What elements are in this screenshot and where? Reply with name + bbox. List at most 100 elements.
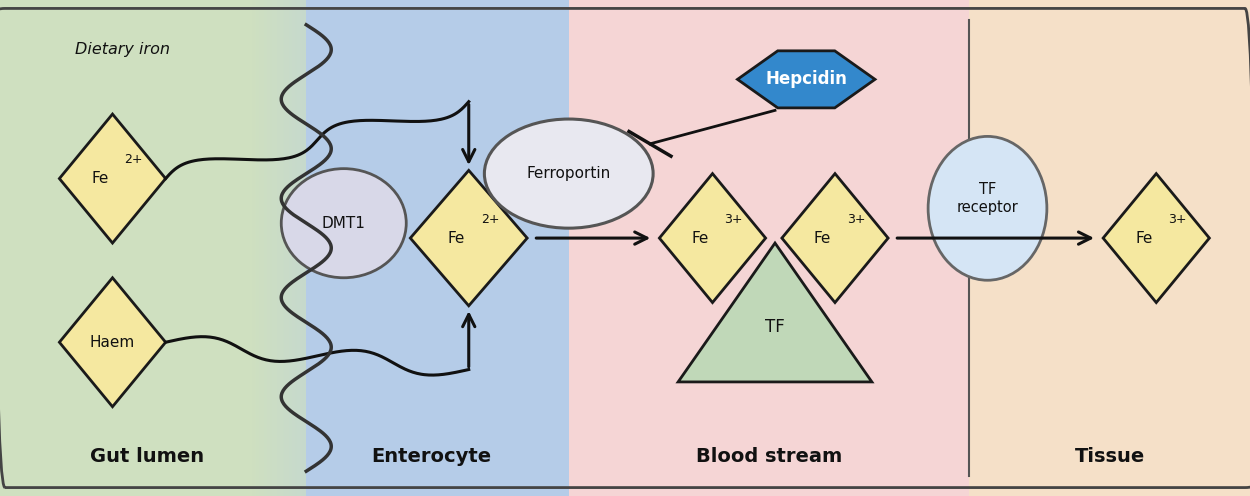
Bar	[364, 0, 365, 496]
Bar	[264, 0, 266, 496]
Bar	[289, 0, 290, 496]
Bar	[325, 0, 326, 496]
Bar	[360, 0, 361, 496]
Bar	[336, 0, 338, 496]
Bar	[300, 0, 301, 496]
Bar	[260, 0, 261, 496]
Text: Enterocyte: Enterocyte	[371, 447, 491, 466]
Text: Haem: Haem	[90, 335, 135, 350]
Bar	[361, 0, 362, 496]
Bar	[319, 0, 320, 496]
Text: Hepcidin: Hepcidin	[765, 70, 848, 88]
Polygon shape	[678, 243, 872, 382]
Bar	[332, 0, 334, 496]
Text: Fe: Fe	[1135, 231, 1152, 246]
Bar	[261, 0, 262, 496]
Bar	[326, 0, 328, 496]
Bar	[306, 0, 308, 496]
Text: 3+: 3+	[1169, 213, 1186, 226]
Bar	[298, 0, 299, 496]
Bar	[269, 0, 270, 496]
Text: 2+: 2+	[481, 213, 499, 226]
Bar	[301, 0, 304, 496]
Text: TF: TF	[765, 318, 785, 336]
Bar	[272, 0, 274, 496]
Bar	[274, 0, 275, 496]
Bar	[286, 0, 288, 496]
Bar	[318, 0, 319, 496]
Bar	[351, 0, 352, 496]
Bar	[340, 0, 342, 496]
Bar	[969, 0, 1250, 496]
Bar	[569, 0, 969, 496]
Bar	[256, 0, 258, 496]
Text: Fe: Fe	[91, 171, 109, 186]
Bar	[310, 0, 311, 496]
Bar	[299, 0, 300, 496]
Bar	[315, 0, 318, 496]
Bar	[328, 0, 330, 496]
Bar	[339, 0, 340, 496]
Bar	[280, 0, 281, 496]
Ellipse shape	[281, 169, 406, 278]
Bar	[320, 0, 321, 496]
Polygon shape	[782, 174, 888, 303]
Bar	[268, 0, 269, 496]
Text: Ferroportin: Ferroportin	[526, 166, 611, 181]
Bar	[258, 0, 260, 496]
Bar	[368, 0, 369, 496]
Text: Tissue: Tissue	[1075, 447, 1145, 466]
Bar	[251, 0, 254, 496]
Bar	[305, 0, 306, 496]
Bar	[344, 0, 345, 496]
Text: Blood stream: Blood stream	[695, 447, 843, 466]
Bar	[372, 0, 374, 496]
Bar	[254, 0, 255, 496]
Bar	[266, 0, 268, 496]
Bar	[331, 0, 332, 496]
Bar	[0, 0, 306, 496]
Bar	[295, 0, 298, 496]
Polygon shape	[1104, 174, 1210, 303]
Text: Fe: Fe	[448, 231, 465, 246]
Ellipse shape	[928, 136, 1048, 280]
Text: DMT1: DMT1	[321, 216, 366, 231]
Bar	[374, 0, 375, 496]
Bar	[356, 0, 357, 496]
Polygon shape	[59, 278, 165, 407]
Polygon shape	[660, 174, 765, 303]
Bar	[270, 0, 272, 496]
Bar	[311, 0, 312, 496]
Bar	[350, 0, 351, 496]
Bar	[281, 0, 282, 496]
Bar	[294, 0, 295, 496]
Polygon shape	[738, 51, 875, 108]
Text: 3+: 3+	[725, 213, 742, 226]
Bar	[306, 0, 569, 496]
Bar	[288, 0, 289, 496]
Text: 2+: 2+	[125, 153, 142, 166]
Bar	[275, 0, 276, 496]
Bar	[255, 0, 256, 496]
Bar	[324, 0, 325, 496]
Text: TF
receptor: TF receptor	[956, 182, 1019, 215]
Bar	[338, 0, 339, 496]
Polygon shape	[410, 170, 528, 306]
Text: Dietary iron: Dietary iron	[75, 42, 170, 57]
Bar	[276, 0, 278, 496]
Bar	[345, 0, 346, 496]
Bar	[285, 0, 286, 496]
Bar	[282, 0, 285, 496]
Bar	[346, 0, 349, 496]
Bar	[314, 0, 315, 496]
Bar	[322, 0, 324, 496]
Bar	[357, 0, 360, 496]
Bar	[366, 0, 368, 496]
Text: Fe: Fe	[691, 231, 709, 246]
Bar	[335, 0, 336, 496]
Bar	[308, 0, 310, 496]
Bar	[292, 0, 294, 496]
Text: Gut lumen: Gut lumen	[90, 447, 205, 466]
Bar	[342, 0, 344, 496]
Bar	[304, 0, 305, 496]
